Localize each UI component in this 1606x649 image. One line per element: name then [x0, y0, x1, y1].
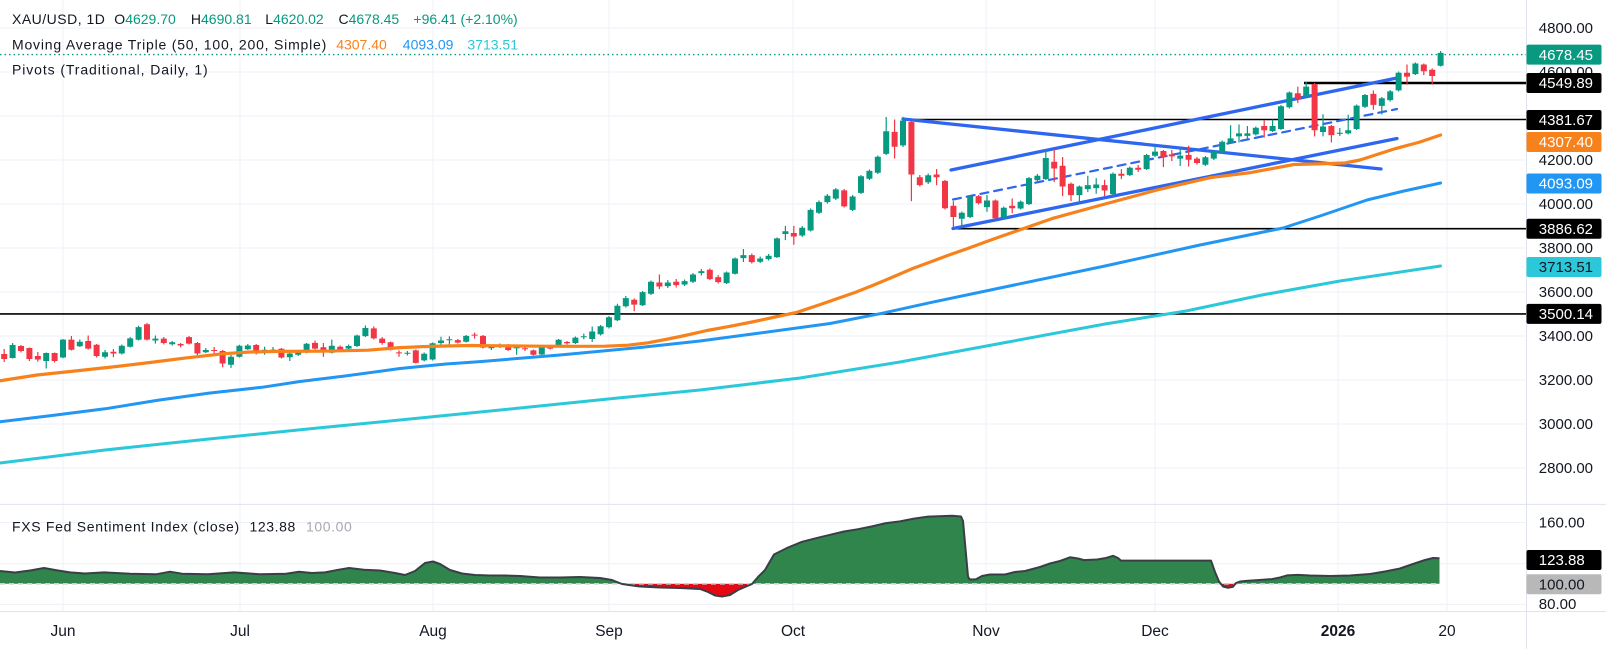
- svg-text:3713.51: 3713.51: [1539, 259, 1593, 276]
- svg-text:3200.00: 3200.00: [1539, 372, 1593, 389]
- svg-text:3886.62: 3886.62: [1539, 221, 1593, 238]
- svg-text:4093.09: 4093.09: [1539, 176, 1593, 193]
- svg-text:4000.00: 4000.00: [1539, 196, 1593, 213]
- svg-text:4093.09: 4093.09: [403, 36, 454, 52]
- svg-text:Sep: Sep: [595, 623, 623, 640]
- svg-text:Pivots (Traditional, Daily, 1): Pivots (Traditional, Daily, 1): [12, 61, 209, 77]
- svg-text:20: 20: [1438, 623, 1456, 640]
- svg-text:4200.00: 4200.00: [1539, 152, 1593, 169]
- svg-text:2800.00: 2800.00: [1539, 460, 1593, 477]
- svg-text:123.88: 123.88: [250, 519, 296, 535]
- svg-text:H: H: [191, 11, 201, 27]
- svg-text:Dec: Dec: [1141, 623, 1169, 640]
- svg-text:O: O: [114, 11, 125, 27]
- svg-text:XAU/USD, 1D: XAU/USD, 1D: [12, 11, 105, 27]
- svg-text:4381.67: 4381.67: [1539, 112, 1593, 129]
- svg-text:160.00: 160.00: [1539, 514, 1585, 531]
- svg-text:3800.00: 3800.00: [1539, 240, 1593, 257]
- svg-text:3400.00: 3400.00: [1539, 328, 1593, 345]
- svg-text:100.00: 100.00: [1539, 577, 1585, 594]
- svg-text:Nov: Nov: [972, 623, 1000, 640]
- svg-text:4678.45: 4678.45: [1539, 47, 1593, 64]
- svg-text:80.00: 80.00: [1539, 596, 1577, 613]
- svg-text:123.88: 123.88: [1539, 552, 1585, 569]
- svg-text:L: L: [265, 11, 273, 27]
- svg-text:Moving Average Triple (50, 100: Moving Average Triple (50, 100, 200, Sim…: [12, 36, 327, 52]
- svg-text:Jul: Jul: [230, 623, 250, 640]
- svg-text:+96.41 (+2.10%): +96.41 (+2.10%): [413, 11, 517, 27]
- svg-text:Aug: Aug: [419, 623, 447, 640]
- svg-text:4690.81: 4690.81: [201, 11, 252, 27]
- svg-text:3600.00: 3600.00: [1539, 284, 1593, 301]
- svg-text:4620.02: 4620.02: [273, 11, 324, 27]
- svg-text:4629.70: 4629.70: [125, 11, 176, 27]
- svg-text:3713.51: 3713.51: [467, 36, 518, 52]
- svg-text:100.00: 100.00: [306, 519, 352, 535]
- svg-text:Jun: Jun: [51, 623, 76, 640]
- svg-text:4800.00: 4800.00: [1539, 20, 1593, 37]
- svg-text:C: C: [339, 11, 349, 27]
- svg-text:4307.40: 4307.40: [1539, 134, 1593, 151]
- svg-text:Oct: Oct: [781, 623, 806, 640]
- svg-text:4549.89: 4549.89: [1539, 75, 1593, 92]
- svg-text:3500.14: 3500.14: [1539, 306, 1593, 323]
- svg-text:2026: 2026: [1321, 623, 1356, 640]
- svg-text:4307.40: 4307.40: [336, 36, 387, 52]
- svg-text:3000.00: 3000.00: [1539, 416, 1593, 433]
- svg-text:FXS Fed Sentiment Index (close: FXS Fed Sentiment Index (close): [12, 519, 240, 535]
- svg-text:4678.45: 4678.45: [349, 11, 400, 27]
